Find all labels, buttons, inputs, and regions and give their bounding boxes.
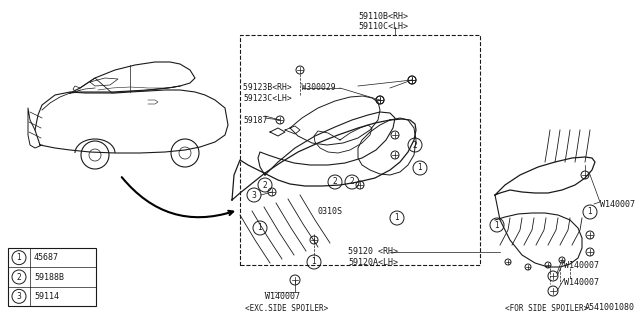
Text: 59110B<RH>: 59110B<RH> — [358, 12, 408, 21]
Text: <EXC.SIDE SPOILER>: <EXC.SIDE SPOILER> — [245, 304, 328, 313]
Text: 45687: 45687 — [34, 253, 59, 262]
Bar — [240, 35, 480, 265]
Text: 1: 1 — [17, 253, 21, 262]
Text: 59187: 59187 — [243, 116, 268, 125]
Text: 59123C<LH>: 59123C<LH> — [243, 94, 292, 103]
Text: 0310S: 0310S — [318, 207, 343, 216]
Bar — [8, 248, 96, 306]
Text: 1: 1 — [395, 213, 399, 222]
Text: 1: 1 — [312, 258, 316, 267]
Text: 59120A<LH>: 59120A<LH> — [348, 258, 398, 267]
Text: 2: 2 — [262, 180, 268, 189]
Text: 1: 1 — [495, 220, 499, 229]
Text: 3: 3 — [252, 190, 257, 199]
Text: <FOR SIDE SPOILER>: <FOR SIDE SPOILER> — [505, 304, 588, 313]
Text: 1: 1 — [418, 164, 422, 172]
Text: 2: 2 — [17, 273, 21, 282]
Text: 59123B<RH>  W300029: 59123B<RH> W300029 — [243, 83, 335, 92]
Text: 3: 3 — [17, 292, 21, 301]
Text: 59120 <RH>: 59120 <RH> — [348, 247, 398, 256]
Text: 2: 2 — [413, 140, 417, 149]
Text: 59110C<LH>: 59110C<LH> — [358, 22, 408, 31]
Text: 59188B: 59188B — [34, 273, 64, 282]
Text: 1: 1 — [258, 223, 262, 233]
Text: 59114: 59114 — [34, 292, 59, 301]
Text: W140007: W140007 — [600, 200, 635, 209]
Text: W140007: W140007 — [564, 261, 599, 270]
Text: A541001080: A541001080 — [585, 303, 635, 312]
Text: 2: 2 — [349, 178, 355, 187]
Text: 2: 2 — [333, 178, 337, 187]
FancyArrowPatch shape — [122, 177, 233, 217]
Text: 1: 1 — [588, 207, 593, 217]
Text: W140007: W140007 — [564, 278, 599, 287]
Text: W140007: W140007 — [265, 292, 300, 301]
